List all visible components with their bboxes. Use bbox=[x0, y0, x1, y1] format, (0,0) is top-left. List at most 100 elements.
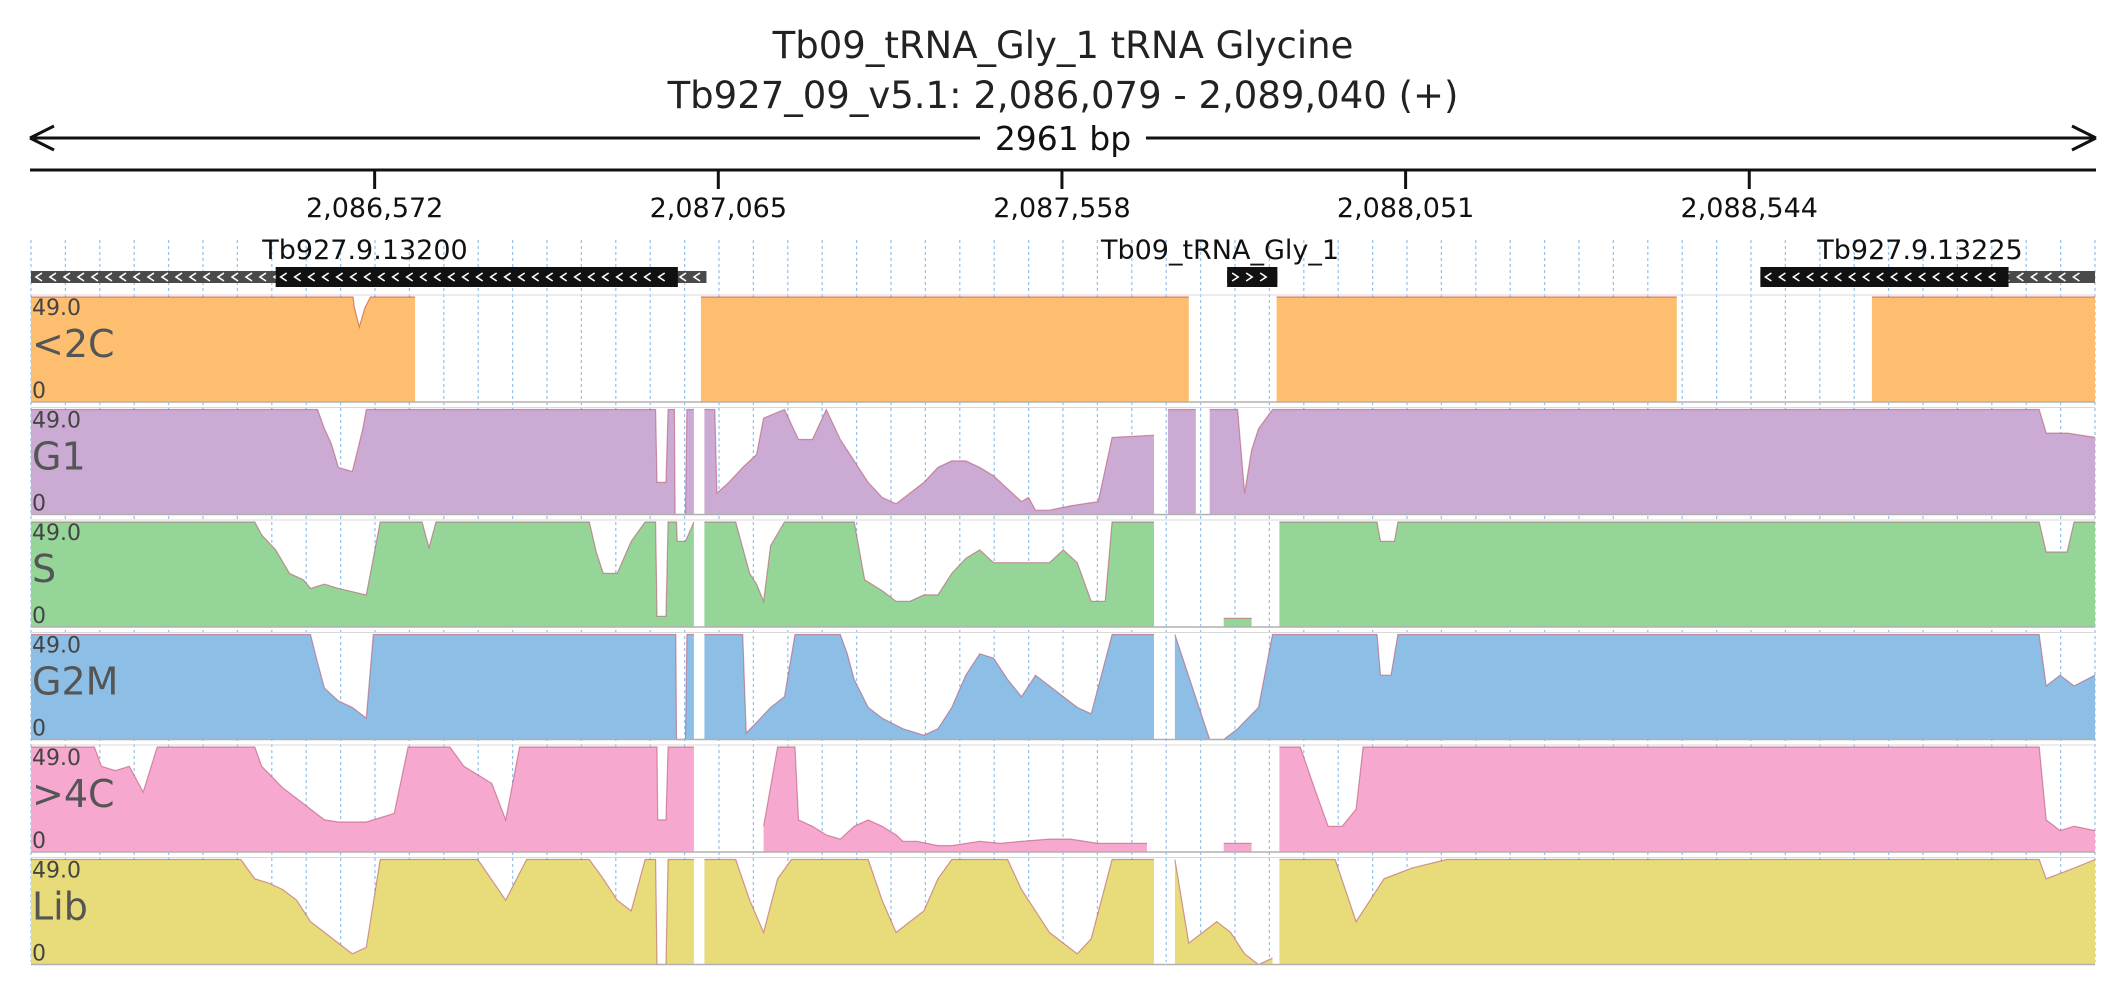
strand-minus-chevron bbox=[321, 272, 330, 282]
coverage-area-segment bbox=[31, 634, 694, 740]
track-name-label: <2C bbox=[32, 322, 115, 366]
gene-label: Tb09_tRNA_Gly_1 bbox=[1100, 235, 1339, 266]
gene-cds-bar bbox=[1760, 267, 2009, 287]
strand-minus-chevron bbox=[1959, 272, 1968, 282]
tick-label: 2,087,558 bbox=[993, 193, 1130, 224]
coverage-top-line bbox=[704, 633, 1154, 736]
strand-minus-chevron bbox=[1861, 272, 1870, 282]
strand-minus-chevron bbox=[615, 272, 624, 282]
strand-minus-chevron bbox=[489, 272, 498, 282]
coverage-area-segment bbox=[1279, 859, 2095, 965]
strand-minus-chevron bbox=[1875, 272, 1884, 282]
strand-minus-chevron bbox=[419, 272, 428, 282]
strand-minus-chevron bbox=[1805, 272, 1814, 282]
track-3: 49.0 0 G2M bbox=[31, 632, 2096, 742]
strand-minus-chevron bbox=[132, 272, 141, 282]
track-ymin-label: 0 bbox=[32, 604, 46, 629]
track-ymin-label: 0 bbox=[32, 829, 46, 854]
coverage-top-line bbox=[1174, 859, 1273, 966]
coverage-top-line bbox=[31, 746, 694, 823]
track-5: 49.0 0 Lib bbox=[31, 857, 2096, 967]
strand-minus-chevron bbox=[1889, 272, 1898, 282]
coordinate-ticks: 2,086,572 2,087,065 2,087,558 2,088,051 2,08… bbox=[306, 170, 1818, 224]
coverage-top-line bbox=[31, 858, 694, 966]
strand-minus-chevron bbox=[678, 272, 687, 282]
strand-minus-chevron bbox=[202, 272, 211, 282]
strand-minus-chevron bbox=[1777, 272, 1786, 282]
track-1: 49.0 0 G1 bbox=[31, 407, 2096, 517]
coverage-area-segment bbox=[700, 297, 1189, 402]
strand-minus-chevron bbox=[1819, 272, 1828, 282]
strand-minus-chevron bbox=[475, 272, 484, 282]
span-arrowhead-left bbox=[29, 124, 55, 152]
coverage-area-segment bbox=[1209, 409, 2095, 515]
strand-minus-chevron bbox=[2071, 272, 2080, 282]
track-ymin-label: 0 bbox=[32, 379, 46, 404]
coverage-area-segment bbox=[31, 859, 694, 965]
strand-minus-chevron bbox=[1987, 272, 1996, 282]
track-2: 49.0 0 S bbox=[31, 519, 2095, 629]
strand-minus-chevron bbox=[363, 272, 372, 282]
strand-minus-chevron bbox=[1931, 272, 1940, 282]
track-ymin-label: 0 bbox=[32, 492, 46, 517]
strand-minus-chevron bbox=[573, 272, 582, 282]
strand-minus-chevron bbox=[160, 272, 169, 282]
coverage-top-line bbox=[31, 296, 416, 330]
track-ymax-label: 49.0 bbox=[32, 859, 81, 884]
coverage-area-segment bbox=[1276, 297, 1677, 402]
strand-minus-chevron bbox=[405, 272, 414, 282]
coverage-area-segment bbox=[1871, 297, 2095, 402]
coverage-area-segment bbox=[31, 522, 694, 627]
strand-minus-chevron bbox=[48, 272, 57, 282]
coverage-top-line bbox=[704, 521, 1154, 604]
gene-track: Tb927.9.13200 Tb09_tRNA_Gly_1 Tb927.9.1322… bbox=[31, 235, 2095, 287]
strand-minus-chevron bbox=[335, 272, 344, 282]
strand-plus-chevron bbox=[1259, 272, 1268, 282]
gene-1: Tb09_tRNA_Gly_1 bbox=[1100, 235, 1339, 287]
strand-minus-chevron bbox=[587, 272, 596, 282]
span-ruler: 2961 bp bbox=[29, 119, 2097, 158]
track-ymax-label: 49.0 bbox=[32, 521, 81, 546]
chart-subtitle: Tb927_09_v5.1: 2,086,079 - 2,089,040 (+) bbox=[667, 74, 1459, 117]
strand-minus-chevron bbox=[174, 272, 183, 282]
strand-minus-chevron bbox=[76, 272, 85, 282]
coverage-top-line bbox=[704, 408, 1155, 511]
strand-minus-chevron bbox=[657, 272, 666, 282]
gene-label: Tb927.9.13225 bbox=[1816, 235, 2022, 266]
strand-minus-chevron bbox=[279, 272, 288, 282]
coverage-area-segment bbox=[704, 522, 1154, 627]
coverage-area-segment bbox=[31, 297, 416, 402]
strand-minus-chevron bbox=[1903, 272, 1912, 282]
track-name-label: G1 bbox=[32, 435, 86, 479]
coverage-top-line bbox=[704, 858, 1154, 955]
strand-minus-chevron bbox=[517, 272, 526, 282]
track-0: 49.0 0 <2C bbox=[31, 294, 2095, 404]
coverage-area-segment bbox=[1174, 859, 1273, 965]
tick-label: 2,088,544 bbox=[1681, 193, 1818, 224]
track-name-label: >4C bbox=[32, 772, 115, 816]
span-arrowhead-right bbox=[2071, 124, 2097, 152]
track-name-label: Lib bbox=[32, 885, 88, 929]
strand-minus-chevron bbox=[2029, 272, 2038, 282]
coverage-area-segment bbox=[1279, 522, 2095, 627]
strand-minus-chevron bbox=[230, 272, 239, 282]
strand-minus-chevron bbox=[188, 272, 197, 282]
tick-label: 2,087,065 bbox=[650, 193, 787, 224]
strand-minus-chevron bbox=[1833, 272, 1842, 282]
chart-title: Tb09_tRNA_Gly_1 tRNA Glycine bbox=[772, 24, 1354, 67]
strand-minus-chevron bbox=[503, 272, 512, 282]
coverage-top-line bbox=[1279, 746, 2096, 832]
coverage-area-segment bbox=[31, 409, 694, 515]
strand-minus-chevron bbox=[461, 272, 470, 282]
strand-minus-chevron bbox=[2043, 272, 2052, 282]
coverage-area-segment bbox=[763, 747, 1147, 852]
tick-label: 2,086,572 bbox=[306, 193, 443, 224]
track-name-label: S bbox=[32, 547, 56, 591]
track-ymax-label: 49.0 bbox=[32, 296, 81, 321]
coverage-area-segment bbox=[704, 409, 1154, 515]
strand-minus-chevron bbox=[1763, 272, 1772, 282]
strand-plus-chevron bbox=[1245, 272, 1254, 282]
strand-minus-chevron bbox=[62, 272, 71, 282]
strand-minus-chevron bbox=[433, 272, 442, 282]
